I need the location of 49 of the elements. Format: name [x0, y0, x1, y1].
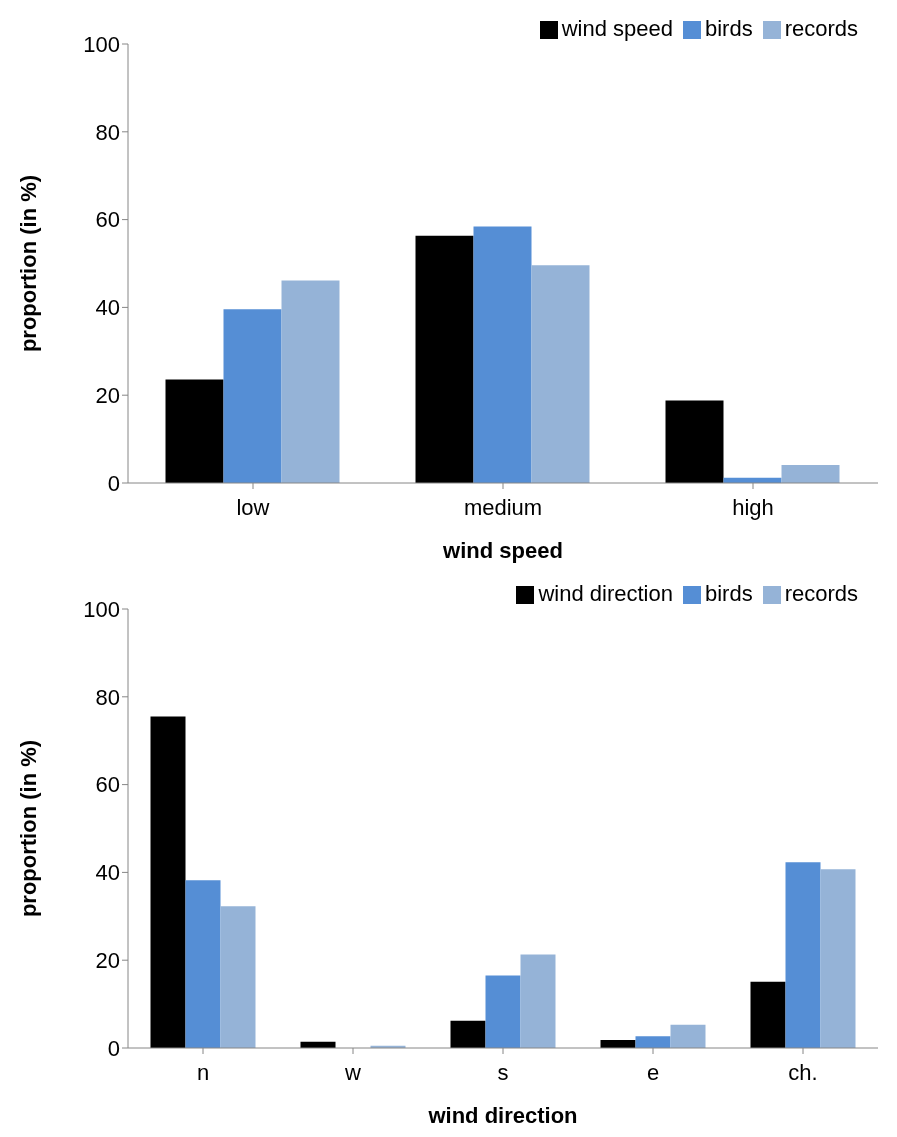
- x-tick-label: w: [344, 1059, 362, 1085]
- x-tick-label: n: [196, 1059, 210, 1085]
- x-axis-title: wind direction: [427, 1103, 578, 1128]
- y-tick-label: 40: [95, 295, 120, 321]
- y-tick-label: 40: [95, 860, 120, 886]
- x-tick-label: medium: [463, 494, 543, 520]
- y-axis-title: proportion (in %): [15, 174, 41, 353]
- bar: [485, 975, 521, 1048]
- bar: [450, 1020, 486, 1048]
- y-tick-label: 100: [83, 31, 120, 57]
- legend-label: wind direction: [538, 581, 673, 606]
- x-tick-label: low: [236, 494, 270, 520]
- y-tick-label: 80: [95, 119, 120, 145]
- bar: [415, 235, 474, 483]
- y-tick-label: 60: [95, 772, 120, 798]
- bar: [665, 400, 724, 483]
- bar: [220, 906, 256, 1048]
- x-tick-label: e: [646, 1059, 660, 1085]
- bar: [635, 1036, 671, 1048]
- bar: [785, 862, 821, 1048]
- bar: [670, 1024, 706, 1048]
- bar: [150, 716, 186, 1048]
- bar: [165, 379, 224, 483]
- y-tick-label: 0: [107, 1035, 120, 1061]
- bar: [750, 981, 786, 1048]
- bar: [473, 226, 532, 483]
- legend-label: birds: [704, 16, 753, 41]
- bar: [781, 465, 840, 483]
- y-tick-label: 20: [95, 383, 120, 409]
- y-tick-label: 100: [83, 596, 120, 622]
- x-tick-label: high: [732, 494, 774, 520]
- y-tick-label: 80: [95, 684, 120, 710]
- y-tick-label: 20: [95, 948, 120, 974]
- legend-label: birds: [704, 581, 753, 606]
- bar: [820, 869, 856, 1048]
- y-tick-label: 60: [95, 207, 120, 233]
- legend-label: records: [784, 581, 858, 606]
- x-axis-title: wind speed: [442, 538, 563, 563]
- y-tick-label: 0: [107, 470, 120, 496]
- legend-label: wind speed: [561, 16, 673, 41]
- legend-label: records: [784, 16, 858, 41]
- bar: [520, 954, 556, 1048]
- bar: [531, 265, 590, 483]
- bar: [223, 309, 282, 483]
- bar: [281, 280, 340, 483]
- bar: [185, 880, 221, 1048]
- y-axis-title: proportion (in %): [15, 739, 41, 918]
- x-tick-label: ch.: [788, 1059, 818, 1085]
- x-tick-label: s: [497, 1059, 509, 1085]
